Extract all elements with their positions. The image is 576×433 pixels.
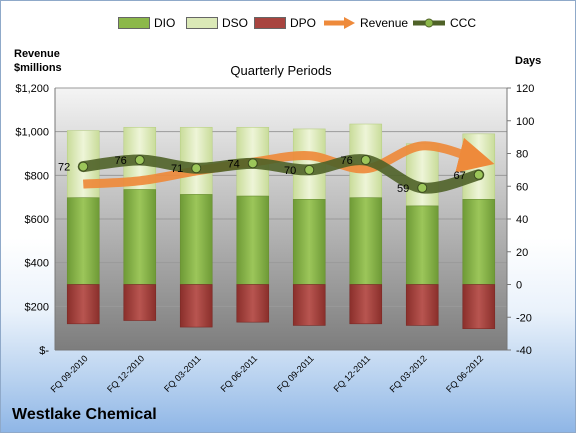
ccc-point: [247, 158, 258, 169]
revenue-line: [82, 137, 495, 189]
x-tick-label: FQ 06-2011: [219, 353, 260, 394]
legend-label-revenue: Revenue: [360, 16, 409, 30]
bar-dio: [179, 194, 213, 285]
bar-dio: [292, 199, 326, 285]
left-tick-label: $200: [25, 301, 49, 313]
ccc-data-label: 72: [58, 162, 70, 174]
right-tick-label: 60: [516, 181, 528, 193]
bar-dio: [462, 199, 496, 285]
bar-dpo: [349, 284, 383, 325]
ccc-data-label: 71: [171, 163, 183, 175]
legend: DIO DSO DPO Revenue CCC: [1, 12, 575, 34]
legend-swatch-dso: [186, 17, 218, 29]
legend-arrow-icon: [324, 17, 355, 29]
bar-dio: [405, 205, 439, 285]
left-tick-label: $1,200: [15, 83, 49, 95]
ccc-point: [191, 163, 202, 174]
ccc-line: [77, 154, 485, 194]
ccc-point: [473, 169, 484, 180]
left-tick-label: $400: [25, 258, 49, 270]
right-tick-label: 80: [516, 149, 528, 161]
ccc-data-label: 59: [397, 183, 409, 195]
bar-dio: [66, 197, 100, 285]
ccc-data-label: 67: [454, 170, 466, 182]
bar-dpo: [405, 284, 439, 326]
right-tick-label: 0: [516, 280, 522, 292]
x-tick-label: FQ 06-2012: [444, 353, 485, 394]
right-tick-label: -40: [516, 345, 532, 357]
ccc-point: [304, 164, 315, 175]
bar-dpo: [462, 284, 496, 330]
right-tick-label: 120: [516, 83, 534, 95]
ccc-point: [360, 155, 371, 166]
company-name: Westlake Chemical: [12, 406, 157, 423]
ccc-point: [78, 161, 89, 172]
right-tick-label: 40: [516, 214, 528, 226]
left-tick-label: $600: [25, 214, 49, 226]
legend-swatch-dpo: [254, 17, 286, 29]
bar-dso: [462, 133, 496, 200]
x-tick-label: FQ 12-2011: [332, 353, 373, 394]
bar-dpo: [66, 284, 100, 325]
legend-line-marker-icon: [413, 18, 445, 28]
legend-item-dpo: DPO: [254, 12, 316, 34]
right-tick-label: 100: [516, 116, 534, 128]
right-tick-label: -20: [516, 312, 532, 324]
legend-item-revenue: Revenue: [322, 12, 408, 34]
ccc-point: [417, 182, 428, 193]
legend-item-ccc: CCC: [412, 12, 476, 34]
legend-label-dso: DSO: [222, 16, 249, 30]
bar-dpo: [236, 284, 270, 323]
bar-dio: [123, 189, 157, 285]
bar-dpo: [179, 284, 213, 328]
legend-swatch-dio: [118, 17, 150, 29]
x-tick-label: FQ 09-2011: [275, 353, 316, 394]
ccc-data-label: 70: [284, 165, 296, 177]
bar-dpo: [292, 284, 326, 326]
chart-title: Quarterly Periods: [230, 63, 332, 78]
legend-label-dpo: DPO: [290, 16, 317, 30]
bar-dio: [236, 195, 270, 285]
left-tick-label: $800: [25, 170, 49, 182]
lines: 72 76 71 74 70 76 59 67: [58, 137, 495, 195]
x-tick-label: FQ 03-2011: [162, 353, 203, 394]
bar-dpo: [123, 284, 157, 321]
left-tick-label: $1,000: [15, 127, 49, 139]
right-tick-label: 20: [516, 247, 528, 259]
ccc-data-label: 76: [115, 155, 127, 167]
ccc-data-label: 74: [228, 158, 240, 170]
left-axis-title-line2: $millions: [14, 62, 62, 74]
left-axis-title-line1: Revenue: [14, 48, 60, 60]
ccc-point: [134, 155, 145, 166]
x-tick-label: FQ 09-2010: [49, 353, 90, 394]
right-axis-title: Days: [515, 55, 541, 67]
bar-dso: [179, 127, 213, 195]
legend-item-dso: DSO: [186, 12, 248, 34]
x-tick-label: FQ 12-2010: [105, 353, 146, 394]
x-tick-label: FQ 03-2012: [388, 353, 429, 394]
ccc-data-label: 76: [341, 155, 353, 167]
left-tick-label: $-: [39, 345, 49, 357]
legend-label-dio: DIO: [154, 16, 176, 30]
legend-item-dio: DIO: [118, 12, 175, 34]
legend-label-ccc: CCC: [450, 16, 476, 30]
bar-dio: [349, 197, 383, 285]
